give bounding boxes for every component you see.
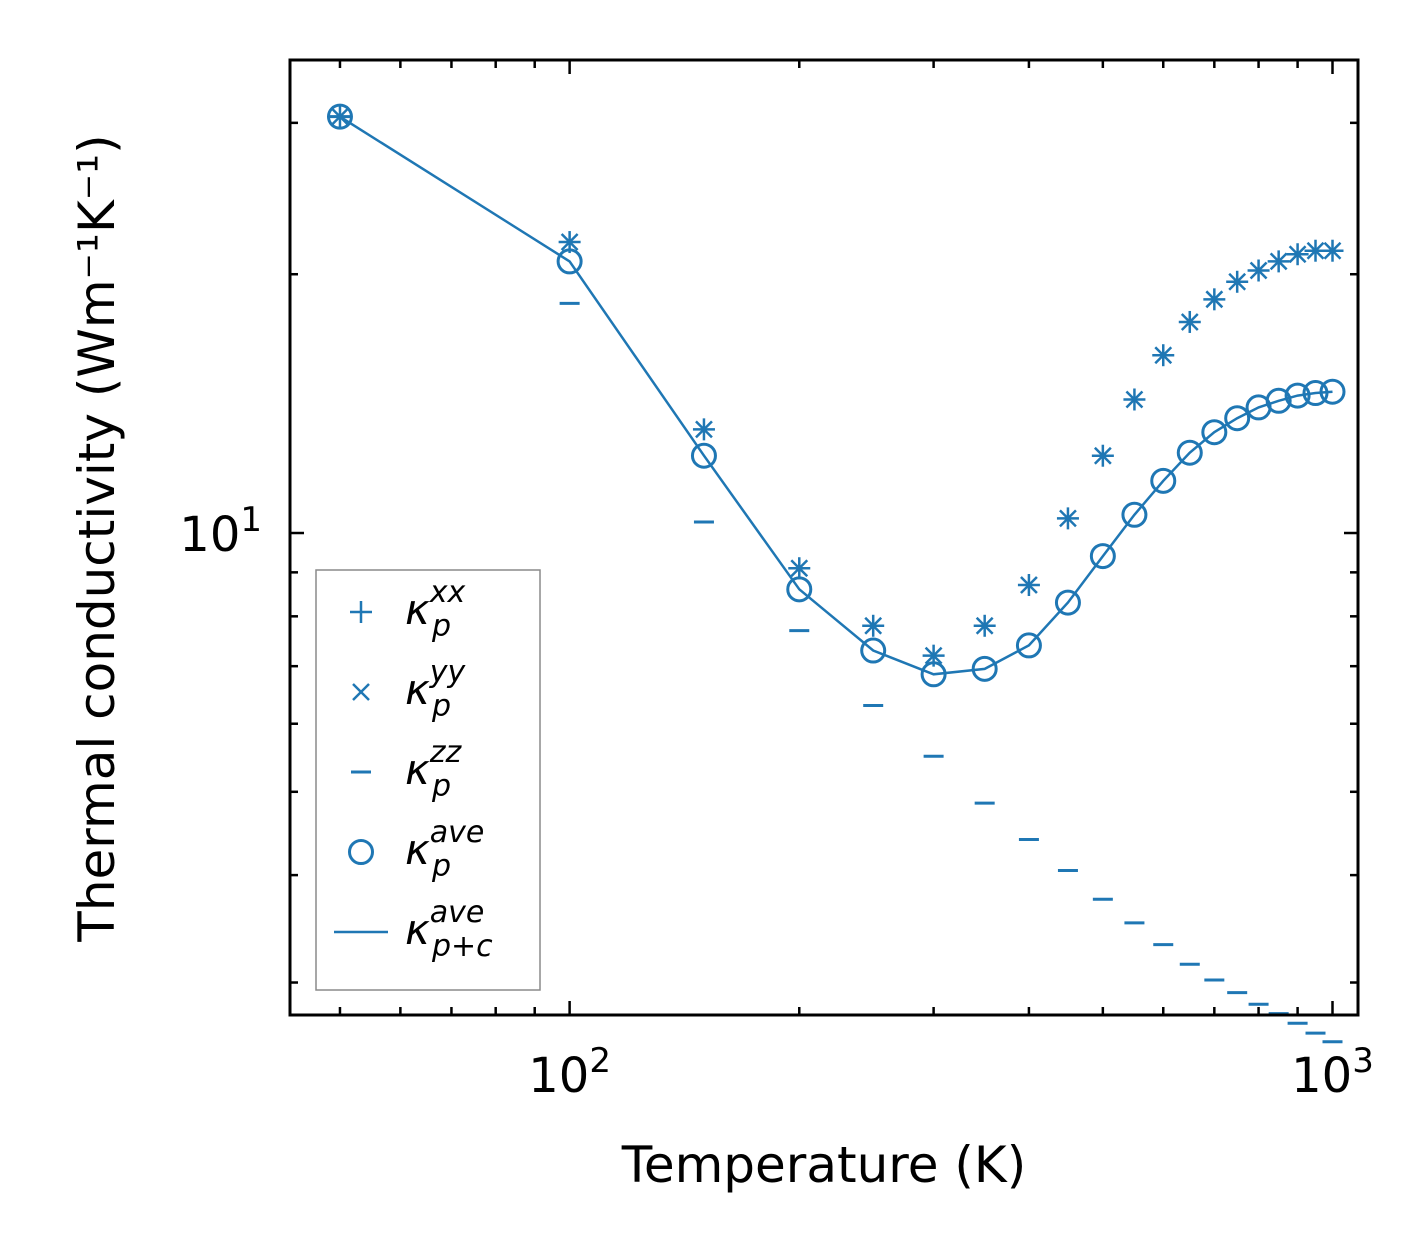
major-ticks — [290, 60, 1358, 1015]
data-point-ave — [1015, 632, 1042, 659]
data-point-yy — [790, 559, 809, 578]
data-point-yy — [1205, 290, 1224, 309]
legend-label-ave_pc: κave p+c — [405, 895, 493, 964]
legend-entry-yy: κyy p — [352, 655, 467, 724]
data-point-yy-d2 — [1125, 390, 1144, 409]
legend-entry-ave: κave p — [348, 815, 484, 884]
series-line-ave_pc — [339, 115, 1333, 676]
data-point-yy-d2 — [1323, 241, 1342, 260]
data-point-ave — [971, 655, 998, 682]
data-point-yy-d2 — [1288, 245, 1307, 264]
legend: κxx p κyy p κzz p κave p κave p+c — [315, 569, 541, 991]
data-point-ave — [1284, 382, 1311, 409]
data-point-ave — [326, 103, 353, 130]
series-ave — [326, 103, 1346, 688]
data-point-yy-d2 — [1269, 252, 1288, 271]
legend-entry-zz: κzz p — [351, 735, 463, 804]
legend-label-zz: κzz p — [405, 735, 463, 804]
legend-handle-ave — [348, 839, 374, 865]
data-point-yy-d2 — [1249, 261, 1268, 280]
data-point-ave — [786, 576, 813, 603]
legend-handle-yy-d2 — [352, 683, 370, 701]
data-point-yy — [1180, 313, 1199, 331]
data-point-ave — [1201, 419, 1228, 446]
data-point-yy-d2 — [1020, 576, 1038, 594]
legend-label-xx: κxx p — [405, 575, 466, 644]
data-point-ave — [1265, 387, 1292, 414]
y-axis-label: Thermal conductivity (Wm⁻¹K⁻¹) — [68, 134, 126, 942]
data-point-yy — [1059, 509, 1077, 528]
data-point-yy-d2 — [1306, 241, 1325, 260]
data-point-yy — [1093, 446, 1112, 465]
plot-series — [326, 103, 1346, 1044]
legend-label-yy: κyy p — [405, 655, 467, 724]
data-point-yy — [1020, 576, 1038, 594]
data-point-yy — [1249, 261, 1268, 280]
x-tick-label: 102 — [528, 1041, 611, 1104]
data-point-yy — [560, 233, 579, 251]
data-point-ave — [1176, 439, 1203, 466]
data-point-yy-d2 — [975, 616, 994, 635]
data-point-ave — [1150, 467, 1177, 494]
legend-entry-xx: κxx p — [350, 575, 466, 644]
data-point-yy-d2 — [1180, 313, 1199, 331]
data-point-yy — [1228, 272, 1247, 291]
data-point-yy — [924, 646, 943, 665]
data-point-ave — [1224, 405, 1251, 432]
data-point-yy — [1125, 390, 1144, 409]
legend-handle-xx — [350, 601, 372, 623]
data-point-yy — [1323, 241, 1342, 260]
y-tick-label: 101 — [179, 500, 262, 563]
data-point-yy-d2 — [1093, 446, 1112, 465]
data-point-yy — [1288, 245, 1307, 264]
data-point-yy-d2 — [1154, 346, 1173, 365]
x-tick-label: 103 — [1291, 1041, 1374, 1104]
data-point-yy-d2 — [560, 233, 579, 251]
data-point-yy — [1154, 346, 1173, 365]
plot-frame — [288, 58, 1360, 1017]
data-point-yy — [864, 616, 883, 635]
data-point-ave — [1089, 543, 1116, 570]
data-point-ave — [860, 637, 887, 664]
x-axis-label: Temperature (K) — [621, 1136, 1026, 1194]
data-point-yy — [975, 616, 994, 635]
data-point-yy-d2 — [1205, 290, 1224, 309]
series-ave_pc — [339, 115, 1333, 676]
data-point-yy-d2 — [1059, 509, 1077, 528]
data-point-yy — [695, 420, 713, 439]
data-point-ave — [690, 442, 717, 469]
series-yy — [331, 107, 1342, 665]
tick-labels: 102 103 101 — [179, 500, 1374, 1104]
legend-handle-yy — [352, 683, 370, 701]
data-point-yy-d2 — [864, 616, 883, 635]
data-point-ave — [556, 248, 583, 275]
data-point-yy-d2 — [1228, 272, 1247, 291]
legend-entry-ave_pc: κave p+c — [334, 895, 493, 964]
data-point-ave — [1121, 501, 1148, 528]
data-point-yy-d2 — [790, 559, 809, 578]
data-point-yy — [1269, 252, 1288, 271]
legend-label-ave: κave p — [405, 815, 484, 884]
data-point-ave — [1054, 589, 1081, 616]
data-point-yy-d2 — [695, 420, 713, 439]
legend-box — [315, 569, 541, 991]
data-point-yy-d2 — [924, 646, 943, 665]
data-point-yy — [1306, 241, 1325, 260]
legend-entries: κxx p κyy p κzz p κave p κave p+c — [334, 575, 493, 964]
